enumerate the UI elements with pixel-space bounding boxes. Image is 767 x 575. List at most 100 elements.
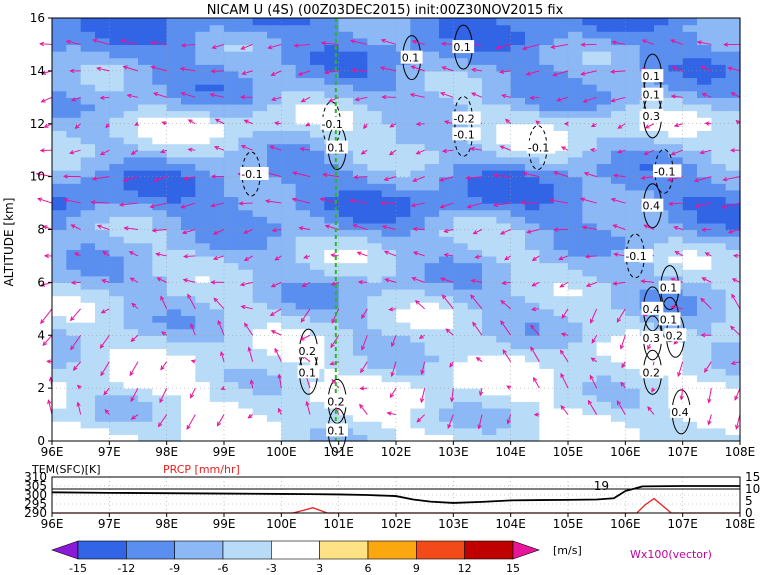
shade-cell — [267, 57, 282, 65]
shade-cell — [654, 51, 669, 59]
shade-cell — [639, 288, 655, 297]
wind-vector — [389, 387, 397, 399]
shade-cell — [166, 70, 182, 79]
shade-cell — [596, 170, 612, 178]
shade-cell — [252, 110, 268, 118]
shade-cell — [467, 282, 483, 290]
shade-cell — [166, 269, 182, 277]
wind-vector — [506, 414, 512, 425]
shade-cell — [654, 255, 669, 264]
x-tick-label: 107E — [667, 517, 698, 531]
shade-cell — [95, 288, 110, 297]
shade-cell — [252, 427, 268, 435]
shade-cell — [582, 355, 598, 363]
shade-cell — [238, 97, 254, 105]
shade-cell — [582, 189, 598, 198]
shade-cell — [152, 203, 168, 211]
shade-cell — [568, 143, 583, 151]
shade-cell — [467, 249, 483, 257]
colorbar-tick-label: -3 — [266, 562, 277, 575]
shade-cell — [596, 355, 612, 363]
shade-cell — [582, 368, 598, 376]
shade-cell — [95, 434, 110, 442]
shade-cell — [525, 222, 540, 231]
shade-cell — [224, 361, 239, 369]
shade-cell — [209, 374, 225, 383]
shade-cell — [195, 282, 211, 290]
wind-vector — [100, 308, 110, 314]
shade-cell — [324, 31, 340, 39]
shade-cell — [80, 150, 96, 158]
shade-cell — [453, 242, 469, 250]
shade-cell — [353, 170, 368, 178]
shade-cell — [66, 117, 82, 125]
wind-vector — [330, 281, 339, 286]
shade-cell — [596, 130, 612, 138]
shade-cell — [381, 110, 397, 118]
wind-vector — [472, 321, 483, 336]
shade-cell — [525, 64, 540, 72]
wind-vector — [500, 320, 512, 336]
shade-cell — [152, 348, 168, 356]
shade-cell — [295, 117, 311, 125]
shade-cell — [381, 322, 397, 330]
shade-cell — [496, 84, 512, 92]
shade-cell — [596, 368, 612, 376]
shade-cell — [496, 70, 512, 79]
shade-cell — [625, 394, 641, 402]
shade-cell — [596, 315, 612, 323]
shade-cell — [295, 407, 311, 416]
shade-cell — [697, 183, 712, 191]
shade-cell — [381, 209, 397, 217]
colorbar-tick-label: -9 — [169, 562, 180, 575]
shade-cell — [109, 117, 125, 125]
shade-cell — [52, 348, 67, 356]
shade-cell — [66, 368, 82, 376]
shade-cell — [582, 156, 598, 165]
shade-cell — [582, 255, 598, 264]
shade-cell — [95, 414, 110, 422]
shade-cell — [453, 31, 469, 39]
shade-cell — [639, 176, 655, 184]
shade-cell — [367, 84, 383, 92]
shade-cell — [625, 434, 641, 442]
shade-cell — [252, 249, 268, 257]
shade-cell — [711, 57, 727, 65]
shade-cell — [539, 288, 555, 297]
shade-cell — [338, 189, 354, 198]
shade-cell — [209, 183, 225, 191]
shade-cell — [195, 222, 211, 231]
shade-cell — [482, 401, 497, 409]
shade-cell — [66, 44, 82, 52]
shade-cell — [80, 262, 96, 270]
shade-cell — [725, 434, 741, 442]
shade-cell — [553, 136, 569, 145]
shade-cell — [496, 176, 512, 184]
shade-cell — [682, 176, 698, 184]
shade-cell — [510, 401, 526, 409]
shade-cell — [539, 90, 555, 98]
shade-cell — [52, 229, 67, 237]
wind-vector — [643, 149, 655, 155]
shade-cell — [682, 163, 698, 171]
shade-cell — [654, 229, 669, 237]
shade-cell — [482, 222, 497, 231]
shade-cell — [109, 348, 125, 356]
shade-cell — [539, 77, 555, 85]
shade-cell — [611, 130, 626, 138]
wind-vector — [582, 96, 597, 103]
shade-cell — [553, 275, 569, 283]
wind-vector — [419, 388, 426, 404]
shade-cell — [396, 24, 411, 32]
shade-cell — [324, 216, 340, 224]
shade-cell — [668, 18, 684, 26]
shade-cell — [123, 18, 139, 26]
shade-cell — [224, 249, 239, 257]
shade-cell — [181, 143, 196, 151]
y-tick-label: 8 — [37, 223, 45, 237]
shade-cell — [410, 216, 426, 224]
shade-cell — [381, 381, 397, 389]
wind-vector — [722, 176, 741, 182]
shade-cell — [95, 77, 110, 85]
shade-cell — [209, 427, 225, 435]
